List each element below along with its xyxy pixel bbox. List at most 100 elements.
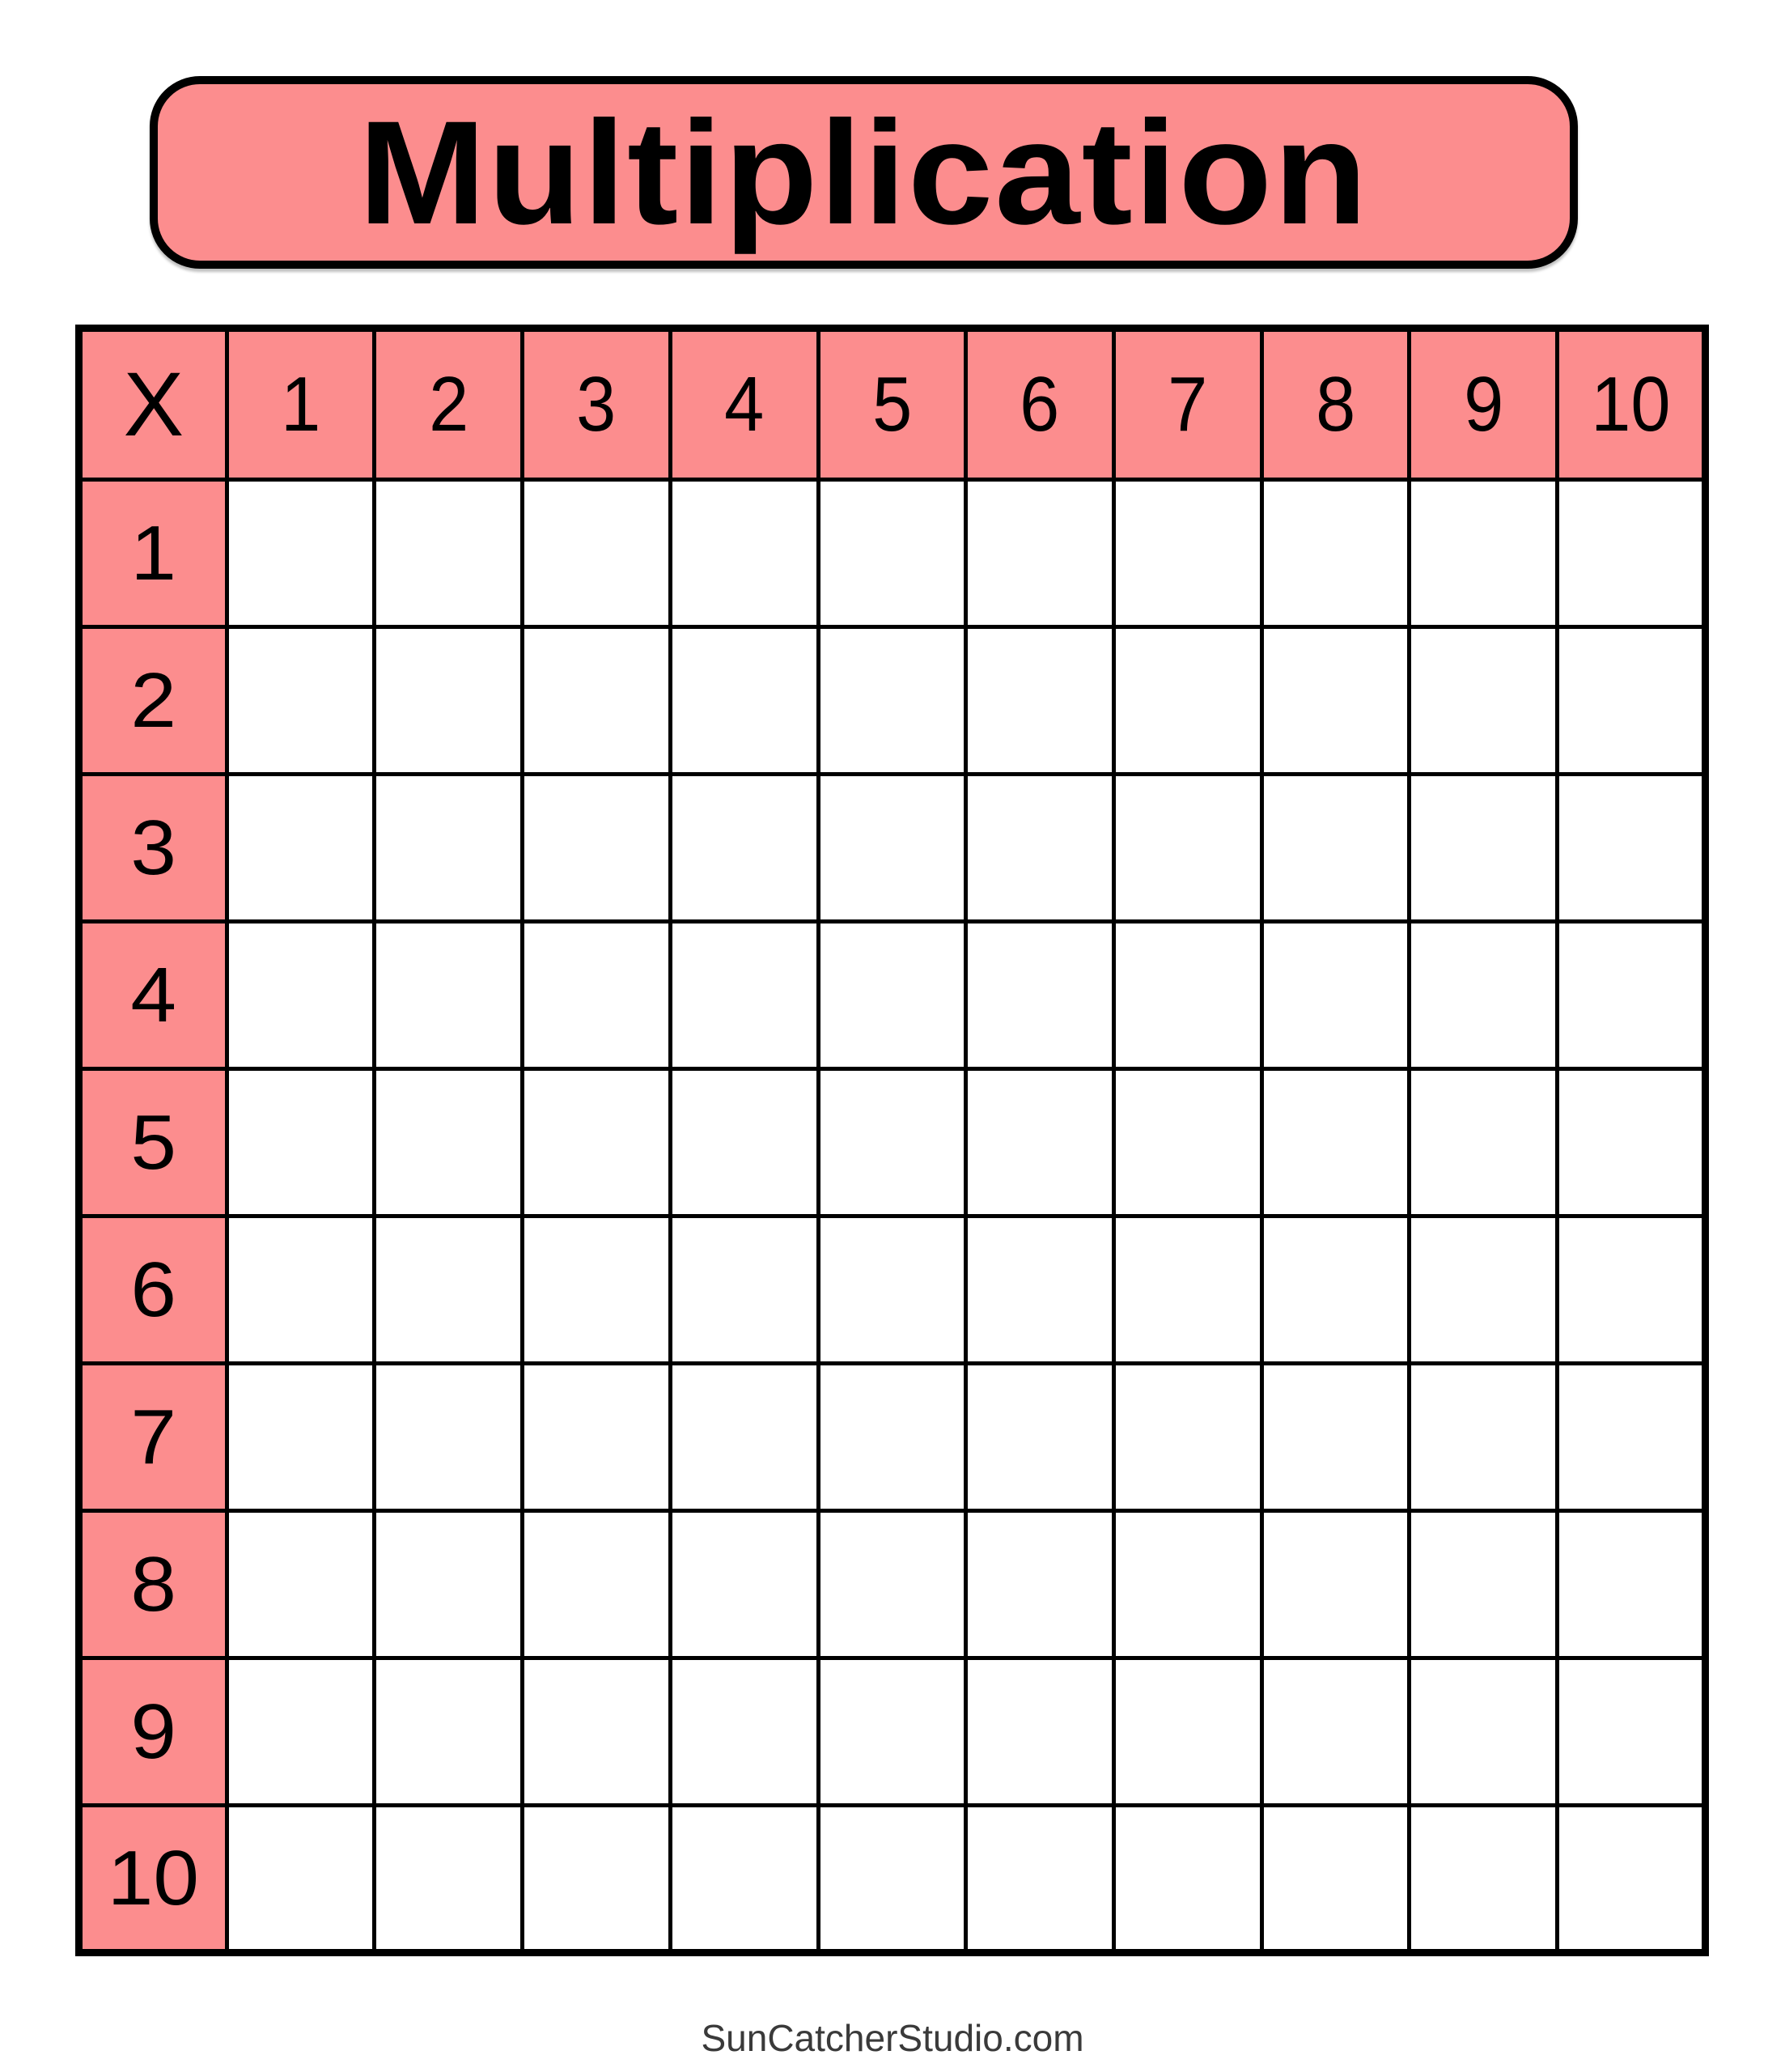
row-header-label: 3 bbox=[130, 804, 177, 891]
table-row: 7 bbox=[77, 1361, 1707, 1513]
column-header: 8 bbox=[1259, 326, 1412, 482]
answer-cell bbox=[224, 772, 377, 923]
answer-cell bbox=[224, 919, 377, 1071]
answer-cell bbox=[1407, 625, 1560, 776]
footer-credit: SunCatcherStudio.com bbox=[701, 2017, 1084, 2059]
table-row: 8 bbox=[77, 1509, 1707, 1660]
column-header: 6 bbox=[964, 326, 1117, 482]
answer-cell bbox=[1259, 1214, 1412, 1365]
column-header: 5 bbox=[816, 326, 969, 482]
answer-cell bbox=[1112, 1656, 1264, 1807]
column-header: 9 bbox=[1407, 326, 1560, 482]
column-header-label: 6 bbox=[1020, 361, 1060, 448]
answer-cell bbox=[668, 1361, 820, 1513]
answer-cell bbox=[964, 919, 1117, 1071]
column-header-label: 2 bbox=[428, 361, 469, 448]
answer-cell bbox=[816, 478, 969, 629]
answer-cell bbox=[964, 1214, 1117, 1365]
answer-cell bbox=[816, 625, 969, 776]
answer-cell bbox=[372, 1803, 525, 1955]
answer-cell bbox=[1259, 1803, 1412, 1955]
row-header: 10 bbox=[77, 1803, 229, 1955]
answer-cell bbox=[964, 1656, 1117, 1807]
row-header: 1 bbox=[77, 478, 229, 629]
row-header-label: 6 bbox=[130, 1246, 177, 1333]
answer-cell bbox=[1555, 1656, 1707, 1807]
answer-cell bbox=[1407, 1509, 1560, 1660]
answer-cell bbox=[816, 1656, 969, 1807]
answer-cell bbox=[224, 1361, 377, 1513]
answer-cell bbox=[372, 1656, 525, 1807]
title-banner: Multiplication bbox=[150, 76, 1578, 269]
column-header: 4 bbox=[668, 326, 820, 482]
column-header: 10 bbox=[1555, 326, 1707, 482]
answer-cell bbox=[520, 625, 672, 776]
answer-cell bbox=[1259, 1509, 1412, 1660]
answer-cell bbox=[668, 478, 820, 629]
answer-cell bbox=[1555, 478, 1707, 629]
answer-cell bbox=[1555, 1509, 1707, 1660]
answer-cell bbox=[372, 1361, 525, 1513]
answer-cell bbox=[224, 1656, 377, 1807]
row-header: 6 bbox=[77, 1214, 229, 1365]
answer-cell bbox=[816, 1361, 969, 1513]
answer-cell bbox=[372, 772, 525, 923]
column-header-label: 8 bbox=[1316, 361, 1356, 448]
answer-cell bbox=[1112, 1361, 1264, 1513]
answer-cell bbox=[1259, 1067, 1412, 1218]
answer-cell bbox=[1112, 625, 1264, 776]
row-header-label: 4 bbox=[130, 951, 177, 1038]
answer-cell bbox=[964, 625, 1117, 776]
answer-cell bbox=[668, 1803, 820, 1955]
answer-cell bbox=[1555, 1803, 1707, 1955]
table-row: 10 bbox=[77, 1803, 1707, 1955]
answer-cell bbox=[520, 772, 672, 923]
answer-cell bbox=[1259, 919, 1412, 1071]
table-row: 3 bbox=[77, 772, 1707, 923]
answer-cell bbox=[816, 1509, 969, 1660]
row-header: 8 bbox=[77, 1509, 229, 1660]
table-row: 5 bbox=[77, 1067, 1707, 1218]
answer-cell bbox=[1407, 478, 1560, 629]
table-header: X 1 2 3 4 5 6 7 8 9 10 bbox=[77, 326, 1707, 482]
row-header: 7 bbox=[77, 1361, 229, 1513]
column-header: 7 bbox=[1112, 326, 1264, 482]
answer-cell bbox=[1407, 1067, 1560, 1218]
answer-cell bbox=[1555, 1067, 1707, 1218]
multiplication-table: X 1 2 3 4 5 6 7 8 9 10 1 2 3 4 5 6 7 8 9 10 bbox=[75, 325, 1709, 1956]
column-header-label: 7 bbox=[1168, 361, 1208, 448]
table-row: 6 bbox=[77, 1214, 1707, 1365]
answer-cell bbox=[520, 1803, 672, 1955]
answer-cell bbox=[1407, 1803, 1560, 1955]
row-header: 2 bbox=[77, 625, 229, 776]
column-header-label: 4 bbox=[724, 361, 765, 448]
column-header-label: 1 bbox=[281, 361, 321, 448]
answer-cell bbox=[372, 625, 525, 776]
answer-cell bbox=[1112, 1803, 1264, 1955]
row-header-label: 10 bbox=[108, 1834, 200, 1921]
column-header: 2 bbox=[372, 326, 525, 482]
header-row: X 1 2 3 4 5 6 7 8 9 10 bbox=[77, 326, 1707, 482]
answer-cell bbox=[1112, 1067, 1264, 1218]
answer-cell bbox=[1259, 1361, 1412, 1513]
answer-cell bbox=[816, 1067, 969, 1218]
answer-cell bbox=[224, 1067, 377, 1218]
answer-cell bbox=[816, 772, 969, 923]
answer-cell bbox=[1259, 625, 1412, 776]
table-body: 1 2 3 4 5 6 7 8 9 10 bbox=[77, 478, 1707, 1955]
answer-cell bbox=[668, 1214, 820, 1365]
column-header-label: 9 bbox=[1463, 361, 1503, 448]
answer-cell bbox=[964, 1067, 1117, 1218]
row-header-label: 2 bbox=[130, 656, 177, 744]
answer-cell bbox=[1407, 1361, 1560, 1513]
answer-cell bbox=[964, 1509, 1117, 1660]
answer-cell bbox=[1112, 919, 1264, 1071]
answer-cell bbox=[816, 1214, 969, 1365]
answer-cell bbox=[1112, 478, 1264, 629]
answer-cell bbox=[668, 625, 820, 776]
answer-cell bbox=[668, 1509, 820, 1660]
row-header: 4 bbox=[77, 919, 229, 1071]
table-row: 9 bbox=[77, 1656, 1707, 1807]
answer-cell bbox=[816, 919, 969, 1071]
